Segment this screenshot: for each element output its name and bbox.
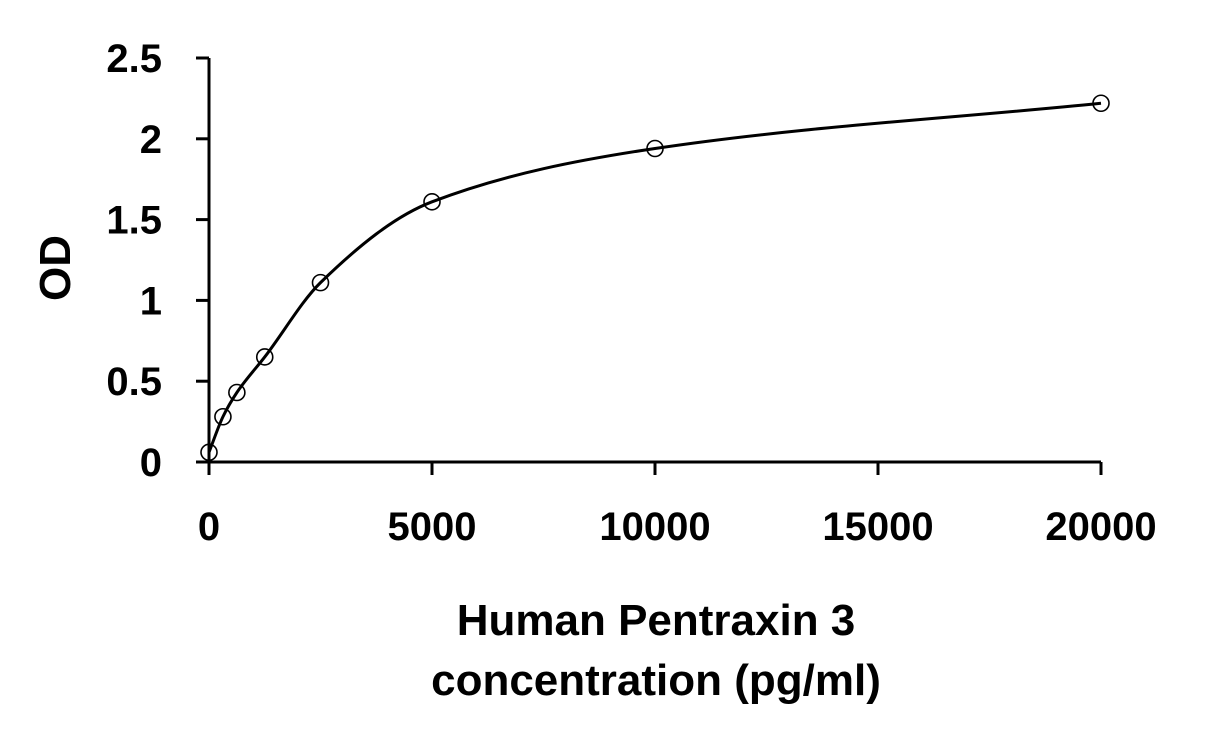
data-points-layer xyxy=(200,94,1110,462)
y-axis: 0 0.5 1 1.5 2 2.5 xyxy=(106,37,211,485)
x-axis: 0 5000 10000 15000 20000 xyxy=(198,460,1157,549)
data-point xyxy=(200,443,218,462)
data-point xyxy=(646,139,664,158)
y-tick-label: 1 xyxy=(140,279,162,323)
data-point xyxy=(255,348,274,366)
x-axis-title-line-2: concentration (pg/ml) xyxy=(431,656,881,705)
x-tick-label: 10000 xyxy=(599,505,710,549)
data-point xyxy=(423,193,441,211)
data-point xyxy=(1092,94,1110,113)
y-tick-label: 2 xyxy=(140,118,162,162)
y-tick-label: 1.5 xyxy=(106,199,162,243)
x-tick-label: 15000 xyxy=(822,505,933,549)
x-axis-title-line-1: Human Pentraxin 3 xyxy=(457,596,856,645)
data-point xyxy=(228,383,246,402)
y-tick-label: 0.5 xyxy=(106,360,162,404)
x-tick-label: 20000 xyxy=(1045,505,1156,549)
y-tick-label: 0 xyxy=(140,441,162,485)
y-tick-label: 2.5 xyxy=(106,37,162,81)
data-point xyxy=(311,273,330,292)
x-tick-label: 5000 xyxy=(388,505,477,549)
y-axis-title: OD xyxy=(31,235,80,301)
data-point xyxy=(214,407,232,426)
x-tick-label: 0 xyxy=(198,505,220,549)
